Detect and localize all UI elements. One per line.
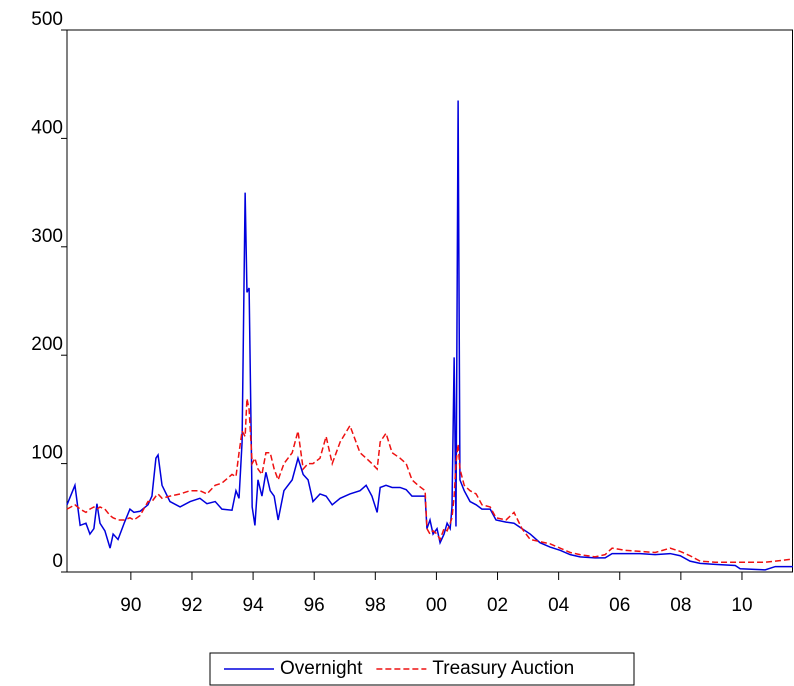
legend-label: Treasury Auction bbox=[432, 658, 574, 679]
x-tick-label: 10 bbox=[731, 595, 752, 616]
y-tick-label: 300 bbox=[31, 226, 63, 247]
y-tick-label: 500 bbox=[31, 9, 63, 30]
x-tick-label: 94 bbox=[243, 595, 265, 616]
x-tick-label: 90 bbox=[120, 595, 141, 616]
y-tick-label: 400 bbox=[31, 117, 63, 138]
y-tick-label: 100 bbox=[31, 443, 63, 464]
x-tick-label: 92 bbox=[181, 595, 202, 616]
x-tick-label: 06 bbox=[609, 595, 630, 616]
x-tick-label: 08 bbox=[670, 595, 691, 616]
y-tick-label: 0 bbox=[52, 551, 63, 572]
x-tick-label: 04 bbox=[548, 595, 570, 616]
x-tick-label: 00 bbox=[426, 595, 447, 616]
x-tick-label: 96 bbox=[304, 595, 325, 616]
series-line bbox=[66, 398, 794, 563]
plot-frame bbox=[66, 29, 793, 573]
y-tick-label: 200 bbox=[31, 334, 63, 355]
series-line bbox=[66, 100, 793, 571]
legend-label: Overnight bbox=[280, 658, 363, 679]
x-tick-label: 02 bbox=[487, 595, 508, 616]
x-tick-label: 98 bbox=[365, 595, 386, 616]
